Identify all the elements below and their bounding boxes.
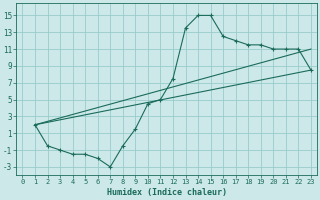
- X-axis label: Humidex (Indice chaleur): Humidex (Indice chaleur): [107, 188, 227, 197]
